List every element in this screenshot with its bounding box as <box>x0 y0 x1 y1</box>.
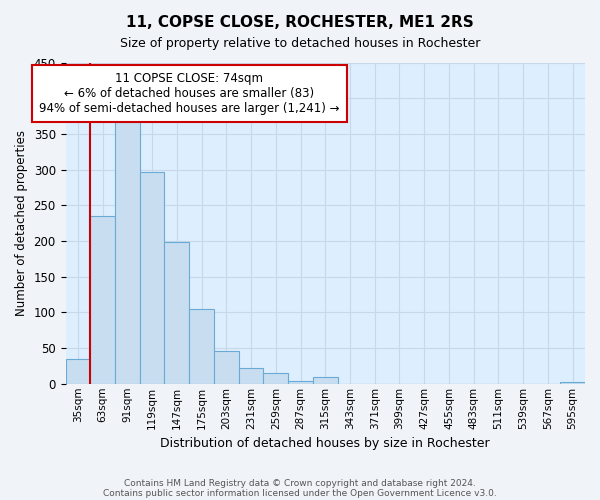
Text: Size of property relative to detached houses in Rochester: Size of property relative to detached ho… <box>120 38 480 51</box>
Bar <box>263 373 288 384</box>
Bar <box>115 122 140 384</box>
Y-axis label: Number of detached properties: Number of detached properties <box>15 130 28 316</box>
Text: 11, COPSE CLOSE, ROCHESTER, ME1 2RS: 11, COPSE CLOSE, ROCHESTER, ME1 2RS <box>126 15 474 30</box>
Bar <box>214 351 239 384</box>
Bar <box>313 376 338 384</box>
Text: 11 COPSE CLOSE: 74sqm
← 6% of detached houses are smaller (83)
94% of semi-detac: 11 COPSE CLOSE: 74sqm ← 6% of detached h… <box>39 72 340 115</box>
Bar <box>560 382 585 384</box>
Bar <box>288 381 313 384</box>
X-axis label: Distribution of detached houses by size in Rochester: Distribution of detached houses by size … <box>160 437 490 450</box>
Text: Contains public sector information licensed under the Open Government Licence v3: Contains public sector information licen… <box>103 488 497 498</box>
Bar <box>65 359 90 384</box>
Bar <box>189 309 214 384</box>
Text: Contains HM Land Registry data © Crown copyright and database right 2024.: Contains HM Land Registry data © Crown c… <box>124 478 476 488</box>
Bar <box>239 368 263 384</box>
Bar <box>140 172 164 384</box>
Bar <box>164 242 189 384</box>
Bar <box>90 216 115 384</box>
